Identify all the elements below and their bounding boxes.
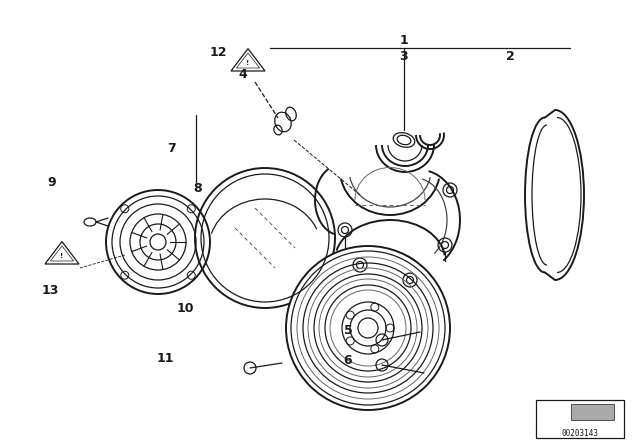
Text: 4: 4 — [239, 69, 248, 82]
Text: 10: 10 — [176, 302, 194, 314]
Text: !: ! — [246, 60, 250, 66]
Text: 00203143: 00203143 — [561, 430, 598, 439]
Polygon shape — [236, 53, 260, 68]
Text: 13: 13 — [42, 284, 59, 297]
Text: 2: 2 — [506, 51, 515, 64]
Polygon shape — [231, 48, 265, 71]
Polygon shape — [51, 246, 74, 261]
Polygon shape — [45, 241, 79, 264]
Text: 8: 8 — [194, 181, 202, 194]
Polygon shape — [571, 404, 614, 420]
Text: 9: 9 — [48, 176, 56, 189]
Bar — [536, 400, 624, 438]
Circle shape — [286, 246, 450, 410]
Text: !: ! — [60, 253, 63, 259]
Text: 5: 5 — [344, 323, 353, 336]
Text: 12: 12 — [209, 46, 227, 59]
Text: 7: 7 — [168, 142, 177, 155]
Text: 11: 11 — [156, 352, 173, 365]
Text: 1: 1 — [399, 34, 408, 47]
Text: 6: 6 — [344, 353, 352, 366]
Ellipse shape — [275, 112, 291, 132]
Text: 3: 3 — [400, 51, 408, 64]
Circle shape — [195, 168, 335, 308]
